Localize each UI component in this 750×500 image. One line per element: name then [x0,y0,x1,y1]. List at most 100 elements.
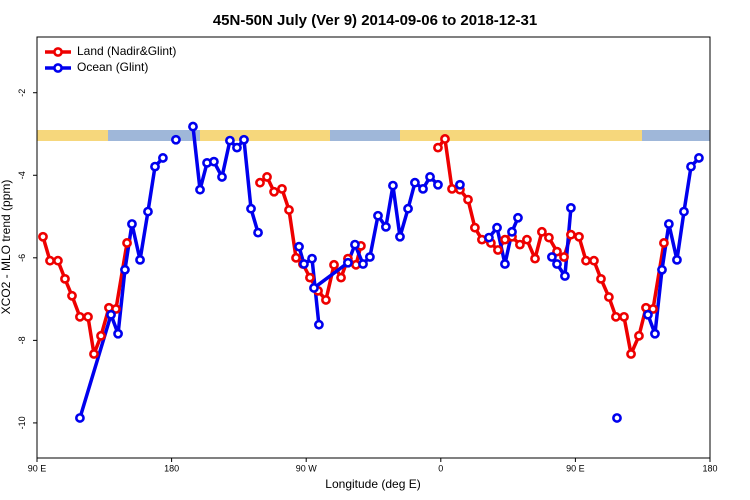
x-axis-label: Longitude (deg E) [325,477,420,491]
data-point [246,203,256,214]
y-tick-label: -6 [17,254,27,262]
data-point [127,219,137,229]
data-point [619,311,629,322]
data-point [122,238,132,248]
data-point [566,229,576,240]
data-point [143,206,153,217]
data-point [492,222,502,233]
data-point [611,311,621,322]
data-point [336,272,346,283]
data-point [388,180,398,191]
data-point [679,206,689,217]
data-point [612,413,622,423]
data-point [522,234,532,245]
data-point [277,183,287,194]
data-point [433,142,443,153]
data-point [544,232,554,243]
data-point [500,259,510,269]
data-point [358,259,368,269]
data-point [232,142,242,153]
data-point [150,161,160,172]
plot-frame [36,36,711,459]
data-point [373,210,383,221]
data-point [648,304,658,314]
data-point [343,257,353,268]
data-point [284,205,294,215]
data-point [574,231,584,242]
data-point [45,255,55,266]
x-tick-label: 180 [164,463,179,473]
data-point [566,202,576,213]
y-tick-label: -8 [17,336,27,344]
data-point [395,231,405,242]
data-point [686,161,696,172]
data-point [305,272,315,283]
data-point [209,156,219,167]
data-point [158,153,168,163]
data-point [120,264,130,275]
data-point [484,232,494,243]
data-point [314,319,324,330]
data-point [418,183,428,194]
data-point [626,349,636,359]
data-point [493,245,503,255]
data-point [225,135,235,146]
data-point [291,252,301,263]
data-point [135,254,145,265]
legend: Land (Nadir&Glint) Ocean (Glint) [45,44,176,74]
data-point [469,222,480,233]
data-point [463,194,473,205]
x-tick-label: 180 [702,463,717,473]
data-point [650,328,660,339]
chart-title: 45N-50N July (Ver 9) 2014-09-06 to 2018-… [213,12,537,29]
legend-label: Ocean (Glint) [77,60,148,74]
series-line [78,126,701,419]
data-point [350,239,360,250]
y-tick-label: -2 [17,89,27,97]
data-point [60,273,70,284]
data-point [75,413,85,423]
data-point [53,255,63,266]
data-point [552,259,562,269]
map-strip [37,130,710,141]
data-point [75,311,85,322]
data-point [171,134,181,145]
legend-marker [53,63,63,73]
data-point [299,259,309,269]
data-point [455,179,465,190]
data-point [581,255,591,266]
data-point [447,183,457,194]
legend-marker [53,47,63,57]
data-point [536,226,547,237]
data-point [425,172,435,182]
data-point [38,231,48,242]
y-tick-label: -10 [17,416,27,429]
data-point [515,239,525,250]
data-point [294,241,304,252]
data-point [604,292,614,302]
data-point [195,184,205,195]
data-point [253,227,263,238]
data-point [113,328,123,339]
x-tick-label: 90 E [28,463,47,473]
data-point [307,253,317,264]
data-point [672,254,682,265]
data-point [188,121,198,132]
data-point [381,221,391,232]
data-point [111,304,121,314]
x-tick-label: 90 E [566,463,585,473]
data-point [663,219,674,229]
data-point [560,271,570,281]
data-point [659,238,669,248]
data-point [262,172,272,182]
data-point [309,283,319,293]
data-point [596,273,606,284]
data-point [321,295,331,305]
data-point [589,255,599,266]
data-point [255,177,265,188]
data-point [365,252,375,262]
data-point [269,186,279,197]
data-point [217,172,227,182]
data-point [239,134,249,145]
